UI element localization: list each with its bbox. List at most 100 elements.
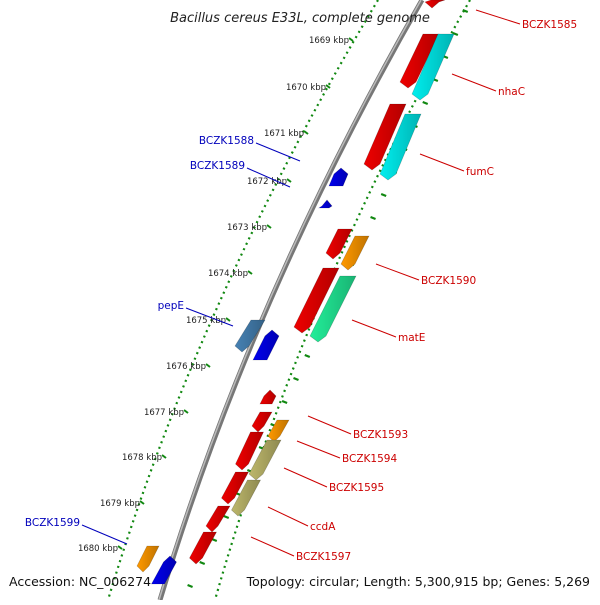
gene-mate-red <box>293 267 340 334</box>
gene-bczk1585 <box>399 33 440 89</box>
leader-line <box>307 415 352 435</box>
ruler-tick <box>161 454 167 459</box>
genome-summary-text: Topology: circular; Length: 5,300,915 bp… <box>246 574 590 589</box>
genome-backbone <box>157 0 425 601</box>
gene-ccda <box>205 505 231 533</box>
ruler-tick <box>303 130 309 135</box>
genes-layer <box>136 0 455 585</box>
gene-labels: BCZK1585 nhaC fumC BCZK1590 matE BCZK1593 BCZK… <box>25 19 577 563</box>
accession-text: Accession: NC_006274 <box>9 574 151 589</box>
outer-tick <box>380 192 387 198</box>
ruler-tick-label: 1670 kbp <box>286 83 326 93</box>
gene-nhac-shade <box>412 34 454 100</box>
gene-label: BCZK1597 <box>296 551 351 563</box>
ruler-tick <box>225 317 231 322</box>
leader-line <box>375 263 420 281</box>
ruler-layer: 1669 kbp 1670 kbp 1671 kbp 1672 kbp 1673 kbp… <box>78 36 354 554</box>
leader-line <box>81 524 128 545</box>
outer-tick <box>281 399 288 405</box>
leader-line <box>475 9 521 25</box>
ruler-tick <box>183 409 189 414</box>
gene-ccda-khaki-shade <box>231 480 261 516</box>
ruler-tick <box>247 270 253 275</box>
ruler-tick-label: 1680 kbp <box>78 544 118 554</box>
gene-bczk1599-blue-shade <box>151 556 177 584</box>
gene-bczk1597-shade <box>189 532 217 564</box>
outer-tick <box>370 215 376 221</box>
leader-line <box>283 467 328 488</box>
gene-label: BCZK1593 <box>353 429 408 441</box>
ruler-tick-label: 1674 kbp <box>208 269 248 279</box>
gene-bczk1585-shade <box>400 34 439 88</box>
ruler-tick-label: 1673 kbp <box>227 223 267 233</box>
gene-bczk1594-shade <box>235 432 264 470</box>
outer-tick <box>211 537 218 543</box>
gene-bczk1593-shade <box>252 412 272 432</box>
leader-line <box>267 506 309 527</box>
gene-bczk1597 <box>189 531 218 565</box>
genome-backbone-highlight <box>158 0 422 601</box>
outer-tick <box>293 376 299 382</box>
gene-bczk1589 <box>318 199 333 209</box>
ruler-tick-label: 1679 kbp <box>100 499 140 509</box>
leader-line <box>351 319 397 338</box>
gene-bczk1589-shade <box>319 200 332 208</box>
gene-bczk1594-orange-shade <box>268 420 289 442</box>
ruler-tick <box>117 545 123 550</box>
gene-label: BCZK1599 <box>25 517 80 529</box>
leader-line <box>250 536 295 557</box>
gene-label: BCZK1585 <box>522 19 577 31</box>
outer-tick <box>187 583 193 589</box>
outer-tick <box>304 353 311 359</box>
leader-line <box>296 440 341 459</box>
leader-line <box>451 73 497 92</box>
ruler-tick-label: 1677 kbp <box>144 408 184 418</box>
ruler-tick <box>205 363 211 368</box>
gene-pepe-steelblue-shade <box>235 320 265 352</box>
gene-bczk1590-orange-shade <box>341 236 369 270</box>
gene-pepe-blue-shade <box>253 330 279 360</box>
gene-bczk1594-orange <box>267 419 290 443</box>
gene-bczk1594 <box>235 431 264 471</box>
leader-line <box>246 167 291 188</box>
gene-bczk1595-shade <box>221 472 249 504</box>
gene-bczk1588 <box>328 167 349 187</box>
gene-bczk1599-orange-shade <box>137 546 159 572</box>
map-title: Bacillus cereus E33L, complete genome <box>170 11 430 26</box>
leader-line <box>419 153 465 172</box>
ruler-tick <box>348 37 354 42</box>
gene-label: fumC <box>466 166 494 178</box>
gene-fumc-red <box>363 103 407 171</box>
gene-label: ccdA <box>310 521 336 533</box>
gene-bczk1588-shade <box>329 168 348 186</box>
gene-mate-green <box>309 275 357 343</box>
ruler-tick-label: 1672 kbp <box>247 177 287 187</box>
gene-pepe-steelblue <box>234 319 266 353</box>
leader-lines <box>81 9 521 557</box>
gene-ccda-shade <box>206 506 230 532</box>
ruler-tick <box>266 224 272 229</box>
gene-label: BCZK1590 <box>421 275 476 287</box>
outer-tick <box>223 514 230 520</box>
gene-bczk1590-orange <box>340 235 370 271</box>
ruler-tick <box>139 500 145 505</box>
gene-label: BCZK1594 <box>342 453 397 465</box>
gene-nhac <box>411 33 455 101</box>
gene-ccda-khaki <box>231 479 261 517</box>
gene-fumc-cyan <box>379 113 422 181</box>
ruler-tick-label: 1669 kbp <box>309 36 349 46</box>
outer-tick <box>199 560 206 566</box>
gene-bczk1595 <box>221 471 250 505</box>
gene-fumc-cyan-shade <box>380 114 421 180</box>
outer-tick <box>452 31 459 37</box>
leader-line <box>255 142 301 162</box>
gene-mate-green-shade <box>310 276 356 342</box>
gene-bczk1593-small-shade <box>260 390 276 404</box>
gene-label: matE <box>398 332 425 344</box>
gene-bczk1585-top <box>424 0 446 9</box>
gene-label: BCZK1588 <box>199 135 254 147</box>
ruler-tick <box>286 178 292 183</box>
outer-tick <box>462 8 469 14</box>
